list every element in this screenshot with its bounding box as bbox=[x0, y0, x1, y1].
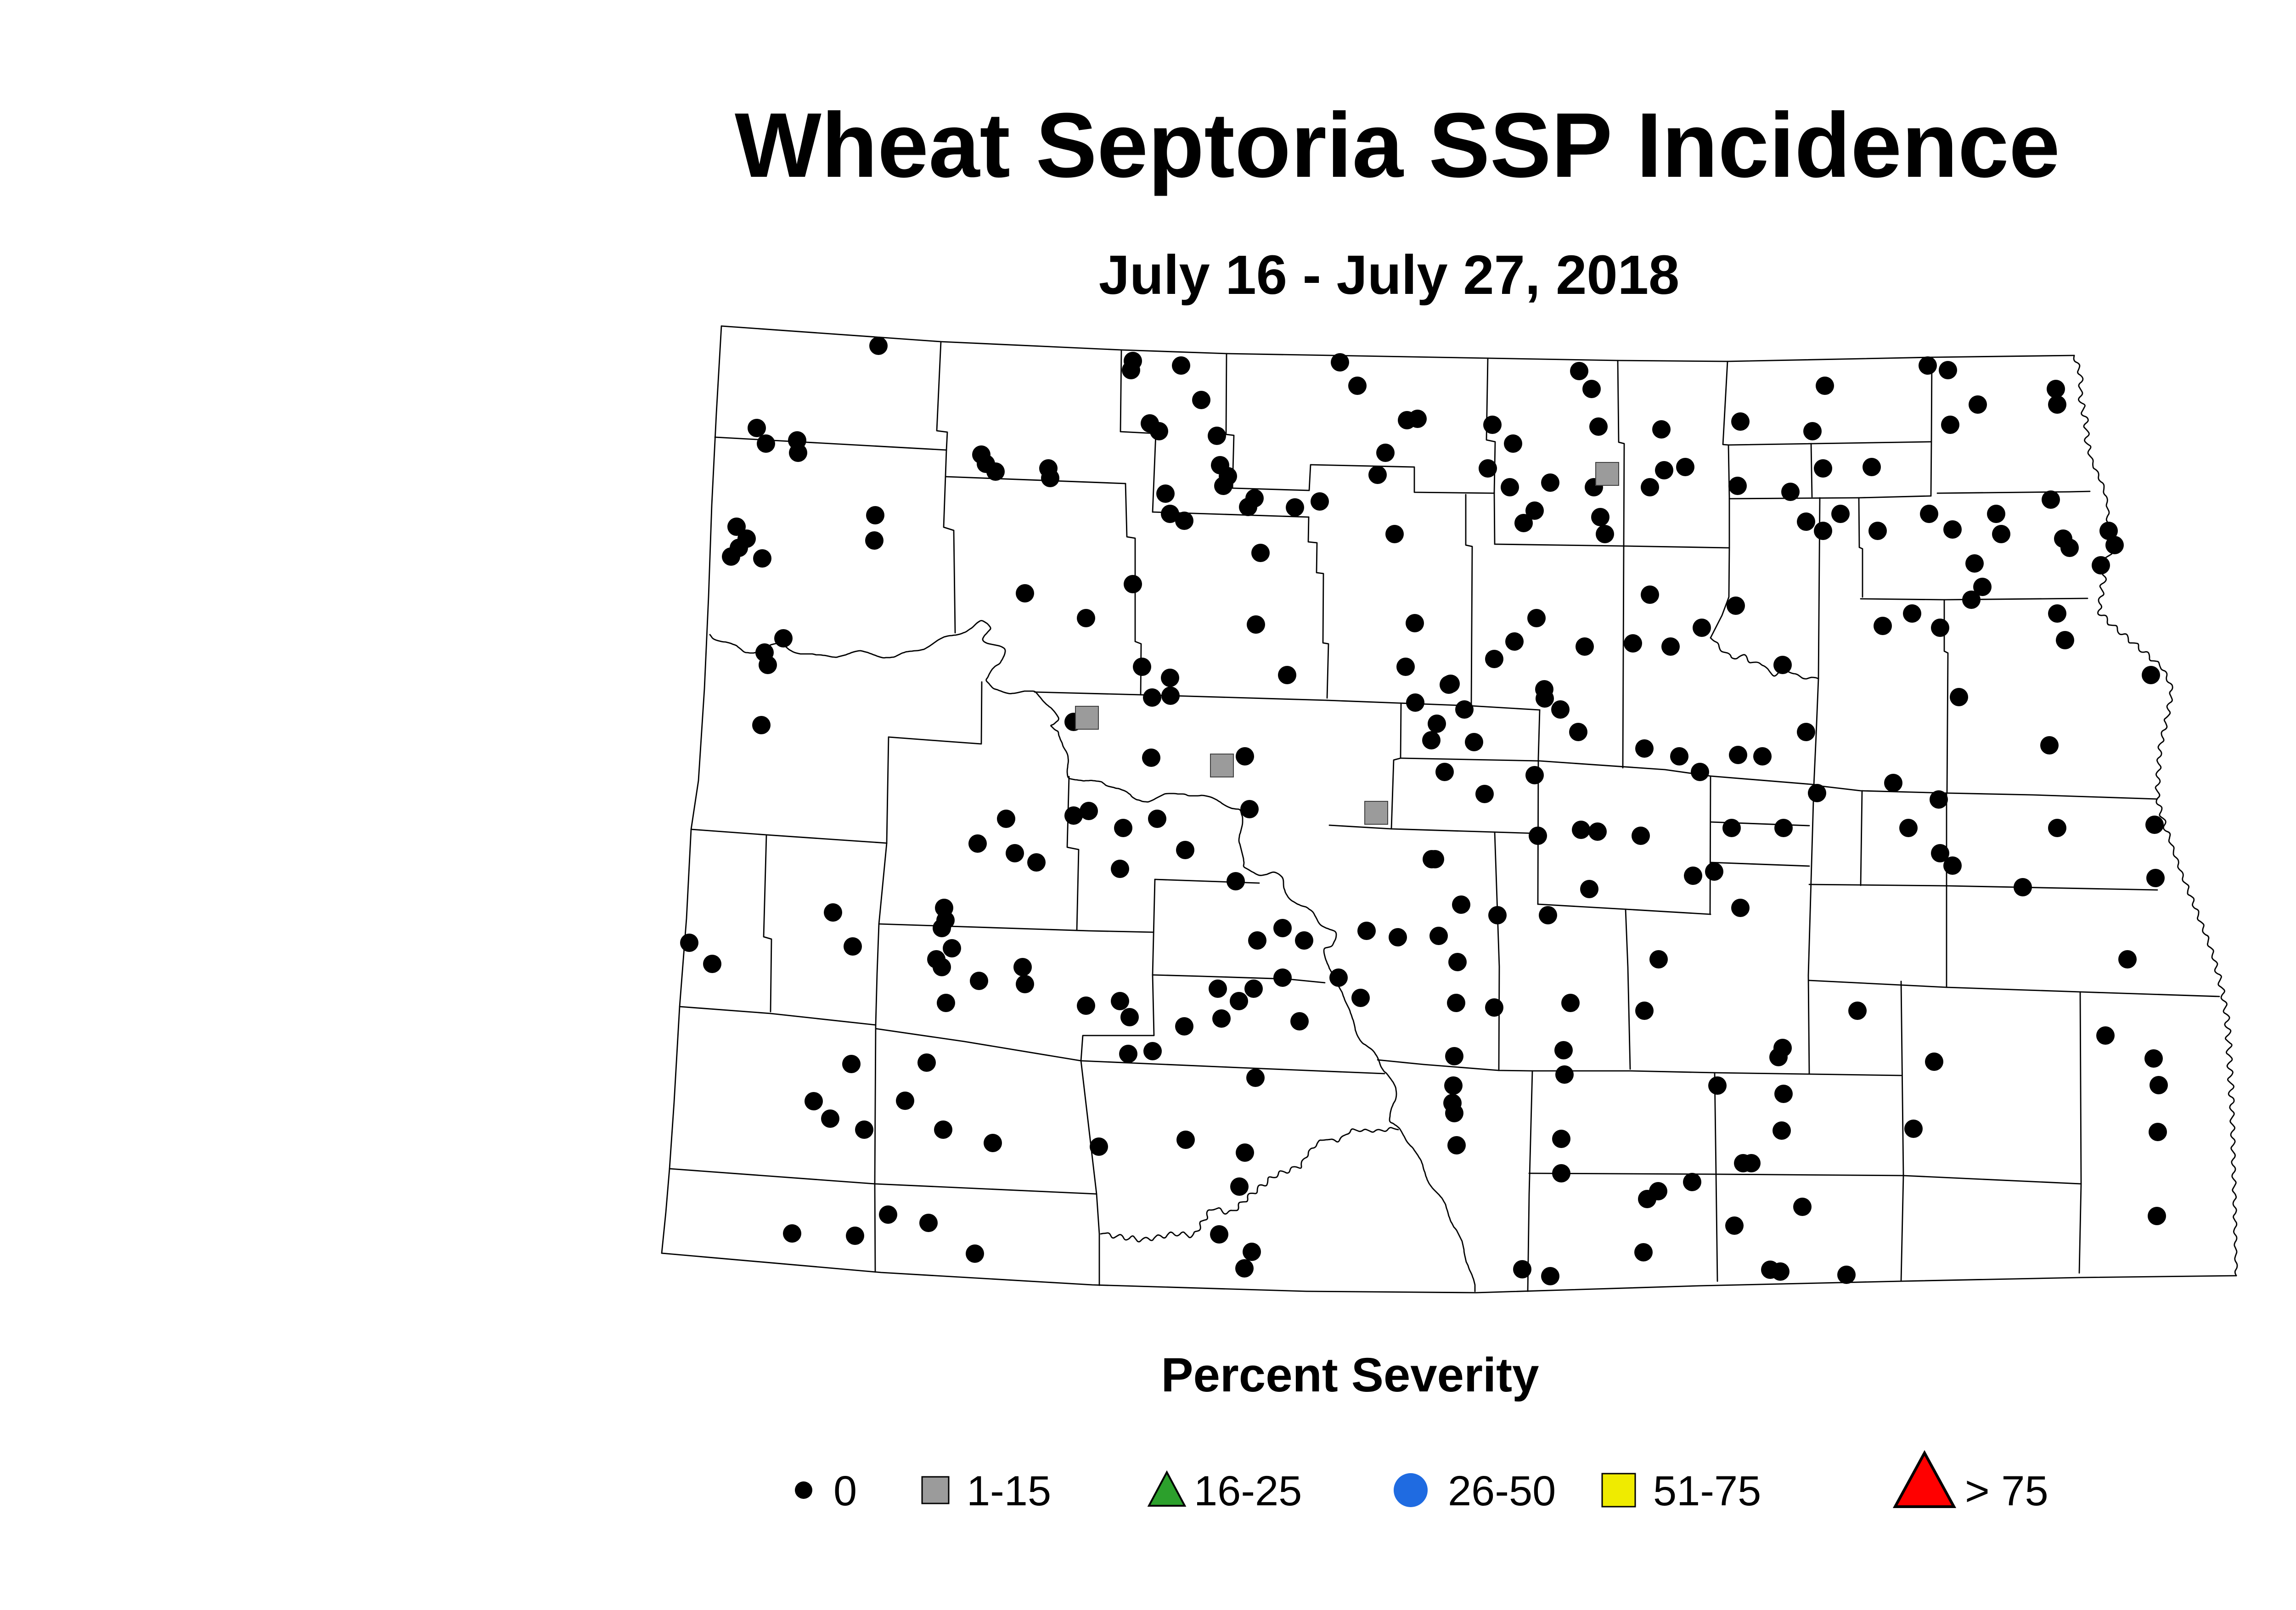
svg-text:51-75: 51-75 bbox=[1653, 1468, 1761, 1514]
svg-text:> 75: > 75 bbox=[1965, 1468, 2048, 1514]
svg-text:July 16 - July 27, 2018: July 16 - July 27, 2018 bbox=[1099, 243, 1680, 306]
svg-text:1-15: 1-15 bbox=[967, 1468, 1051, 1514]
svg-text:16-25: 16-25 bbox=[1194, 1468, 1302, 1514]
svg-text:Wheat Septoria SSP Incidence: Wheat Septoria SSP Incidence bbox=[735, 94, 2060, 197]
svg-text:Percent Severity: Percent Severity bbox=[1161, 1348, 1539, 1402]
svg-text:0: 0 bbox=[833, 1468, 857, 1514]
svg-text:26-50: 26-50 bbox=[1448, 1468, 1556, 1514]
